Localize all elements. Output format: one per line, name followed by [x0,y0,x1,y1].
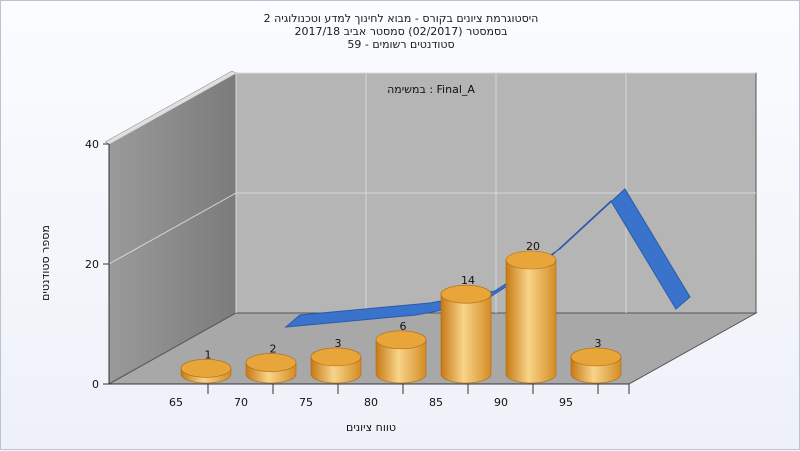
bar-top [440,284,492,304]
bar-body [440,293,492,384]
x-tick-label: 95 [559,396,573,409]
data-label: 3 [595,337,602,350]
trend-ribbon-shape [284,188,691,328]
chart-subtitle-semester: בסמסטר (02/2017) סמסטר אביב 2017/18 [294,25,508,38]
bar-top [570,347,622,367]
bar-body [375,339,427,384]
x-tick-label: 65 [169,396,183,409]
trend-ribbon [284,188,691,328]
bar-top [505,250,557,270]
bar-top [375,330,427,350]
gridline-side [108,72,237,145]
x-axis-label: טווח ציונים [346,421,396,434]
data-label: 20 [526,240,540,253]
y-tick-label: 40 [85,138,99,151]
gridline-side [108,192,237,265]
bar-65: 1 [180,348,232,384]
bar-90: 20 [505,240,557,384]
x-tick-label: 75 [299,396,313,409]
y-axis-label: מספר סטודנטים [39,225,52,301]
chart-title: היסטוגרמת ציונים בקורס - מבוא לחינוך למד… [263,12,539,25]
y-tick-label: 0 [92,378,99,391]
data-label: 2 [270,343,277,356]
data-label: 14 [461,274,475,287]
bar-top [180,358,232,378]
x-tick-label: 80 [364,396,378,409]
bars: 1 2 3 6 14 20 3 [180,240,622,384]
bar-70: 2 [245,343,297,384]
chart-subtitle-registered: סטודנטים רשומים - 59 [347,38,455,51]
bar-95: 3 [570,337,622,384]
bar-75: 3 [310,337,362,384]
x-tick-label: 90 [494,396,508,409]
bar-body [505,259,557,384]
bar-80: 6 [375,320,427,384]
y-tick-label: 20 [85,258,99,271]
bar-85: 14 [440,274,492,384]
data-label: 1 [205,348,212,361]
x-tick-label: 85 [429,396,443,409]
x-tick-label: 70 [234,396,248,409]
x-axis: 65 70 75 80 85 90 95 [109,383,630,409]
bar-top [310,347,362,367]
chart-annotation: במשימה : Final_A [387,83,475,96]
data-label: 6 [400,320,407,333]
bar-top [245,353,297,372]
y-axis: 0 20 40 [85,138,110,391]
data-label: 3 [335,337,342,350]
